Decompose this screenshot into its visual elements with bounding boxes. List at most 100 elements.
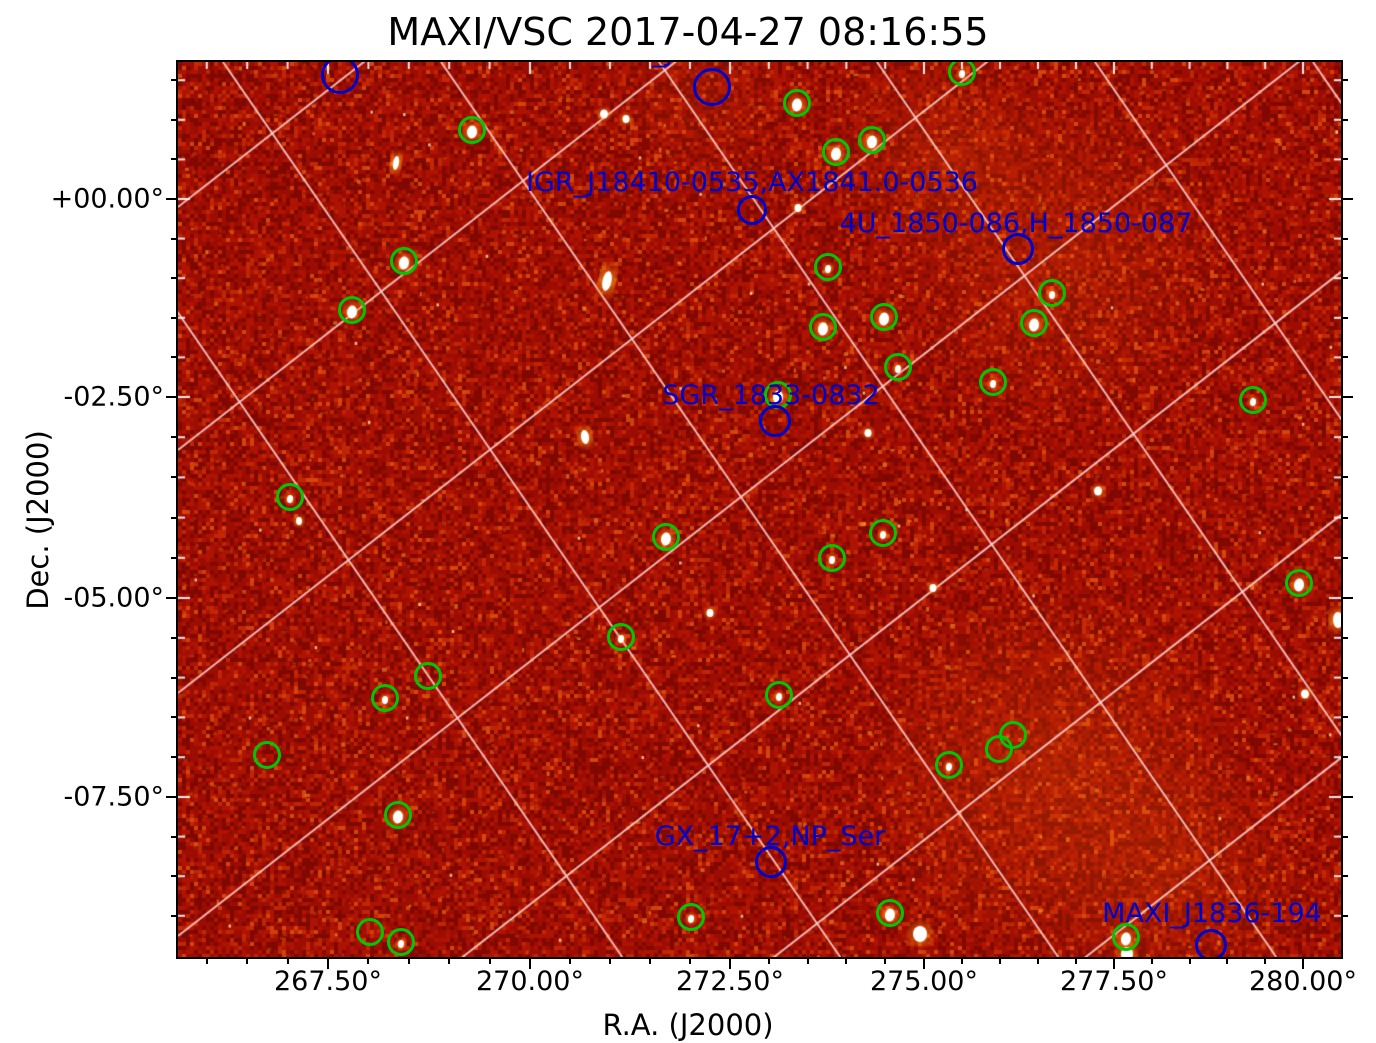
x-axis-tick <box>1113 959 1115 969</box>
x-axis-tick <box>246 959 249 964</box>
source-label: 4U_1850-086,H_1850-087 <box>839 208 1193 239</box>
detection-circle <box>817 543 846 572</box>
y-axis-tick <box>171 158 176 161</box>
y-axis-tick <box>171 118 176 121</box>
detection-circle <box>252 740 281 769</box>
detection-circle <box>1020 309 1049 337</box>
y-tick-label: -07.50° <box>63 781 164 813</box>
y-axis-tick-right <box>1343 875 1348 878</box>
x-axis-tick <box>1302 959 1304 969</box>
y-tick-label: -05.00° <box>63 582 164 614</box>
y-axis-tick <box>171 516 176 519</box>
detection-circle <box>1285 568 1314 597</box>
y-axis-tick-right <box>1343 676 1348 679</box>
detection-circle <box>883 353 912 381</box>
x-axis-tick <box>806 959 809 964</box>
y-axis-tick <box>171 316 176 319</box>
y-axis-tick <box>166 198 176 200</box>
labeled-source-circle <box>755 846 787 879</box>
y-axis-tick <box>171 716 176 719</box>
detection-circle <box>948 62 977 87</box>
y-axis-tick-right <box>1343 914 1348 917</box>
x-axis-tick <box>367 959 370 964</box>
x-axis-tick <box>327 959 329 969</box>
detection-circle <box>814 252 843 281</box>
detection-circle <box>389 247 418 275</box>
x-axis-tick <box>569 959 571 964</box>
x-tick-label: 277.50° <box>1060 966 1168 997</box>
source-label: Swift_J1843.5-0343 <box>586 62 847 68</box>
x-axis-tick <box>529 959 531 969</box>
y-axis-tick-right <box>1343 198 1353 200</box>
detection-circle <box>338 296 367 325</box>
y-axis-tick-right <box>1343 597 1353 599</box>
y-axis-tick-right <box>1343 436 1348 439</box>
x-tick-label: 275.00° <box>870 966 978 997</box>
detection-circle <box>998 720 1027 749</box>
y-axis-tick-right <box>1343 636 1348 639</box>
y-axis-tick <box>171 237 176 240</box>
y-axis-tick <box>171 556 176 559</box>
detection-circle <box>934 750 963 779</box>
y-axis-label: Dec. (J2000) <box>21 430 55 610</box>
x-axis-tick <box>845 959 848 964</box>
x-axis-tick <box>999 959 1001 964</box>
x-axis-tick <box>1226 959 1229 964</box>
y-axis-tick-right <box>1343 556 1348 559</box>
labeled-source-circle <box>693 68 731 107</box>
detection-circle <box>979 367 1007 396</box>
x-axis-tick <box>767 959 770 964</box>
detection-circle <box>677 902 705 931</box>
x-axis-tick <box>729 959 731 969</box>
y-axis-tick-right <box>1343 277 1348 280</box>
x-axis-tick <box>1037 959 1039 964</box>
y-tick-label: +00.00° <box>50 183 164 215</box>
detection-circle <box>386 927 415 956</box>
labeled-source-circle <box>320 62 359 94</box>
source-label: GX_17+2,NP_Ser <box>654 821 886 852</box>
x-axis-tick <box>649 959 651 964</box>
source-label: IGR_J18410-0535,AX1841.0-0536 <box>526 167 978 198</box>
x-axis-tick <box>1150 959 1153 964</box>
source-label: SGR_1833-0832 <box>662 380 880 411</box>
y-axis-tick <box>171 756 176 759</box>
detection-circle <box>413 662 442 690</box>
y-axis-tick <box>171 476 176 479</box>
labeled-source-circle <box>1002 232 1035 265</box>
detection-circle <box>356 918 385 946</box>
x-axis-tick <box>1075 959 1077 964</box>
x-axis-tick <box>448 959 451 964</box>
labeled-source-circle <box>736 194 767 225</box>
y-axis-tick-right <box>1343 118 1348 121</box>
y-axis-tick <box>166 796 176 798</box>
detection-circle <box>607 623 635 652</box>
detection-circle <box>857 126 886 155</box>
detection-circle <box>765 680 793 709</box>
detection-circle <box>782 89 811 118</box>
detection-circle <box>458 115 487 144</box>
y-axis-tick-right <box>1343 316 1348 319</box>
x-axis-tick <box>407 959 410 964</box>
y-axis-tick <box>171 676 176 679</box>
x-axis-tick <box>488 959 491 964</box>
detection-circle <box>1038 278 1066 307</box>
detection-circle <box>276 482 305 511</box>
y-axis-tick-right <box>1343 79 1348 82</box>
y-axis-tick <box>171 835 176 838</box>
y-axis-tick <box>171 875 176 878</box>
y-axis-tick-right <box>1343 716 1348 719</box>
detection-circle <box>808 312 837 341</box>
y-axis-tick <box>171 636 176 639</box>
labeled-source-circle <box>758 404 791 437</box>
x-axis-tick <box>286 959 289 964</box>
y-axis-tick-right <box>1343 237 1348 240</box>
x-axis-tick <box>1264 959 1267 964</box>
x-axis-tick <box>689 959 691 964</box>
y-axis-tick-right <box>1343 158 1348 161</box>
y-axis-tick-right <box>1343 396 1353 398</box>
x-axis-tick <box>609 959 611 964</box>
y-axis-tick-right <box>1343 476 1348 479</box>
x-tick-label: 280.00° <box>1249 966 1357 997</box>
y-axis-tick <box>166 396 176 398</box>
